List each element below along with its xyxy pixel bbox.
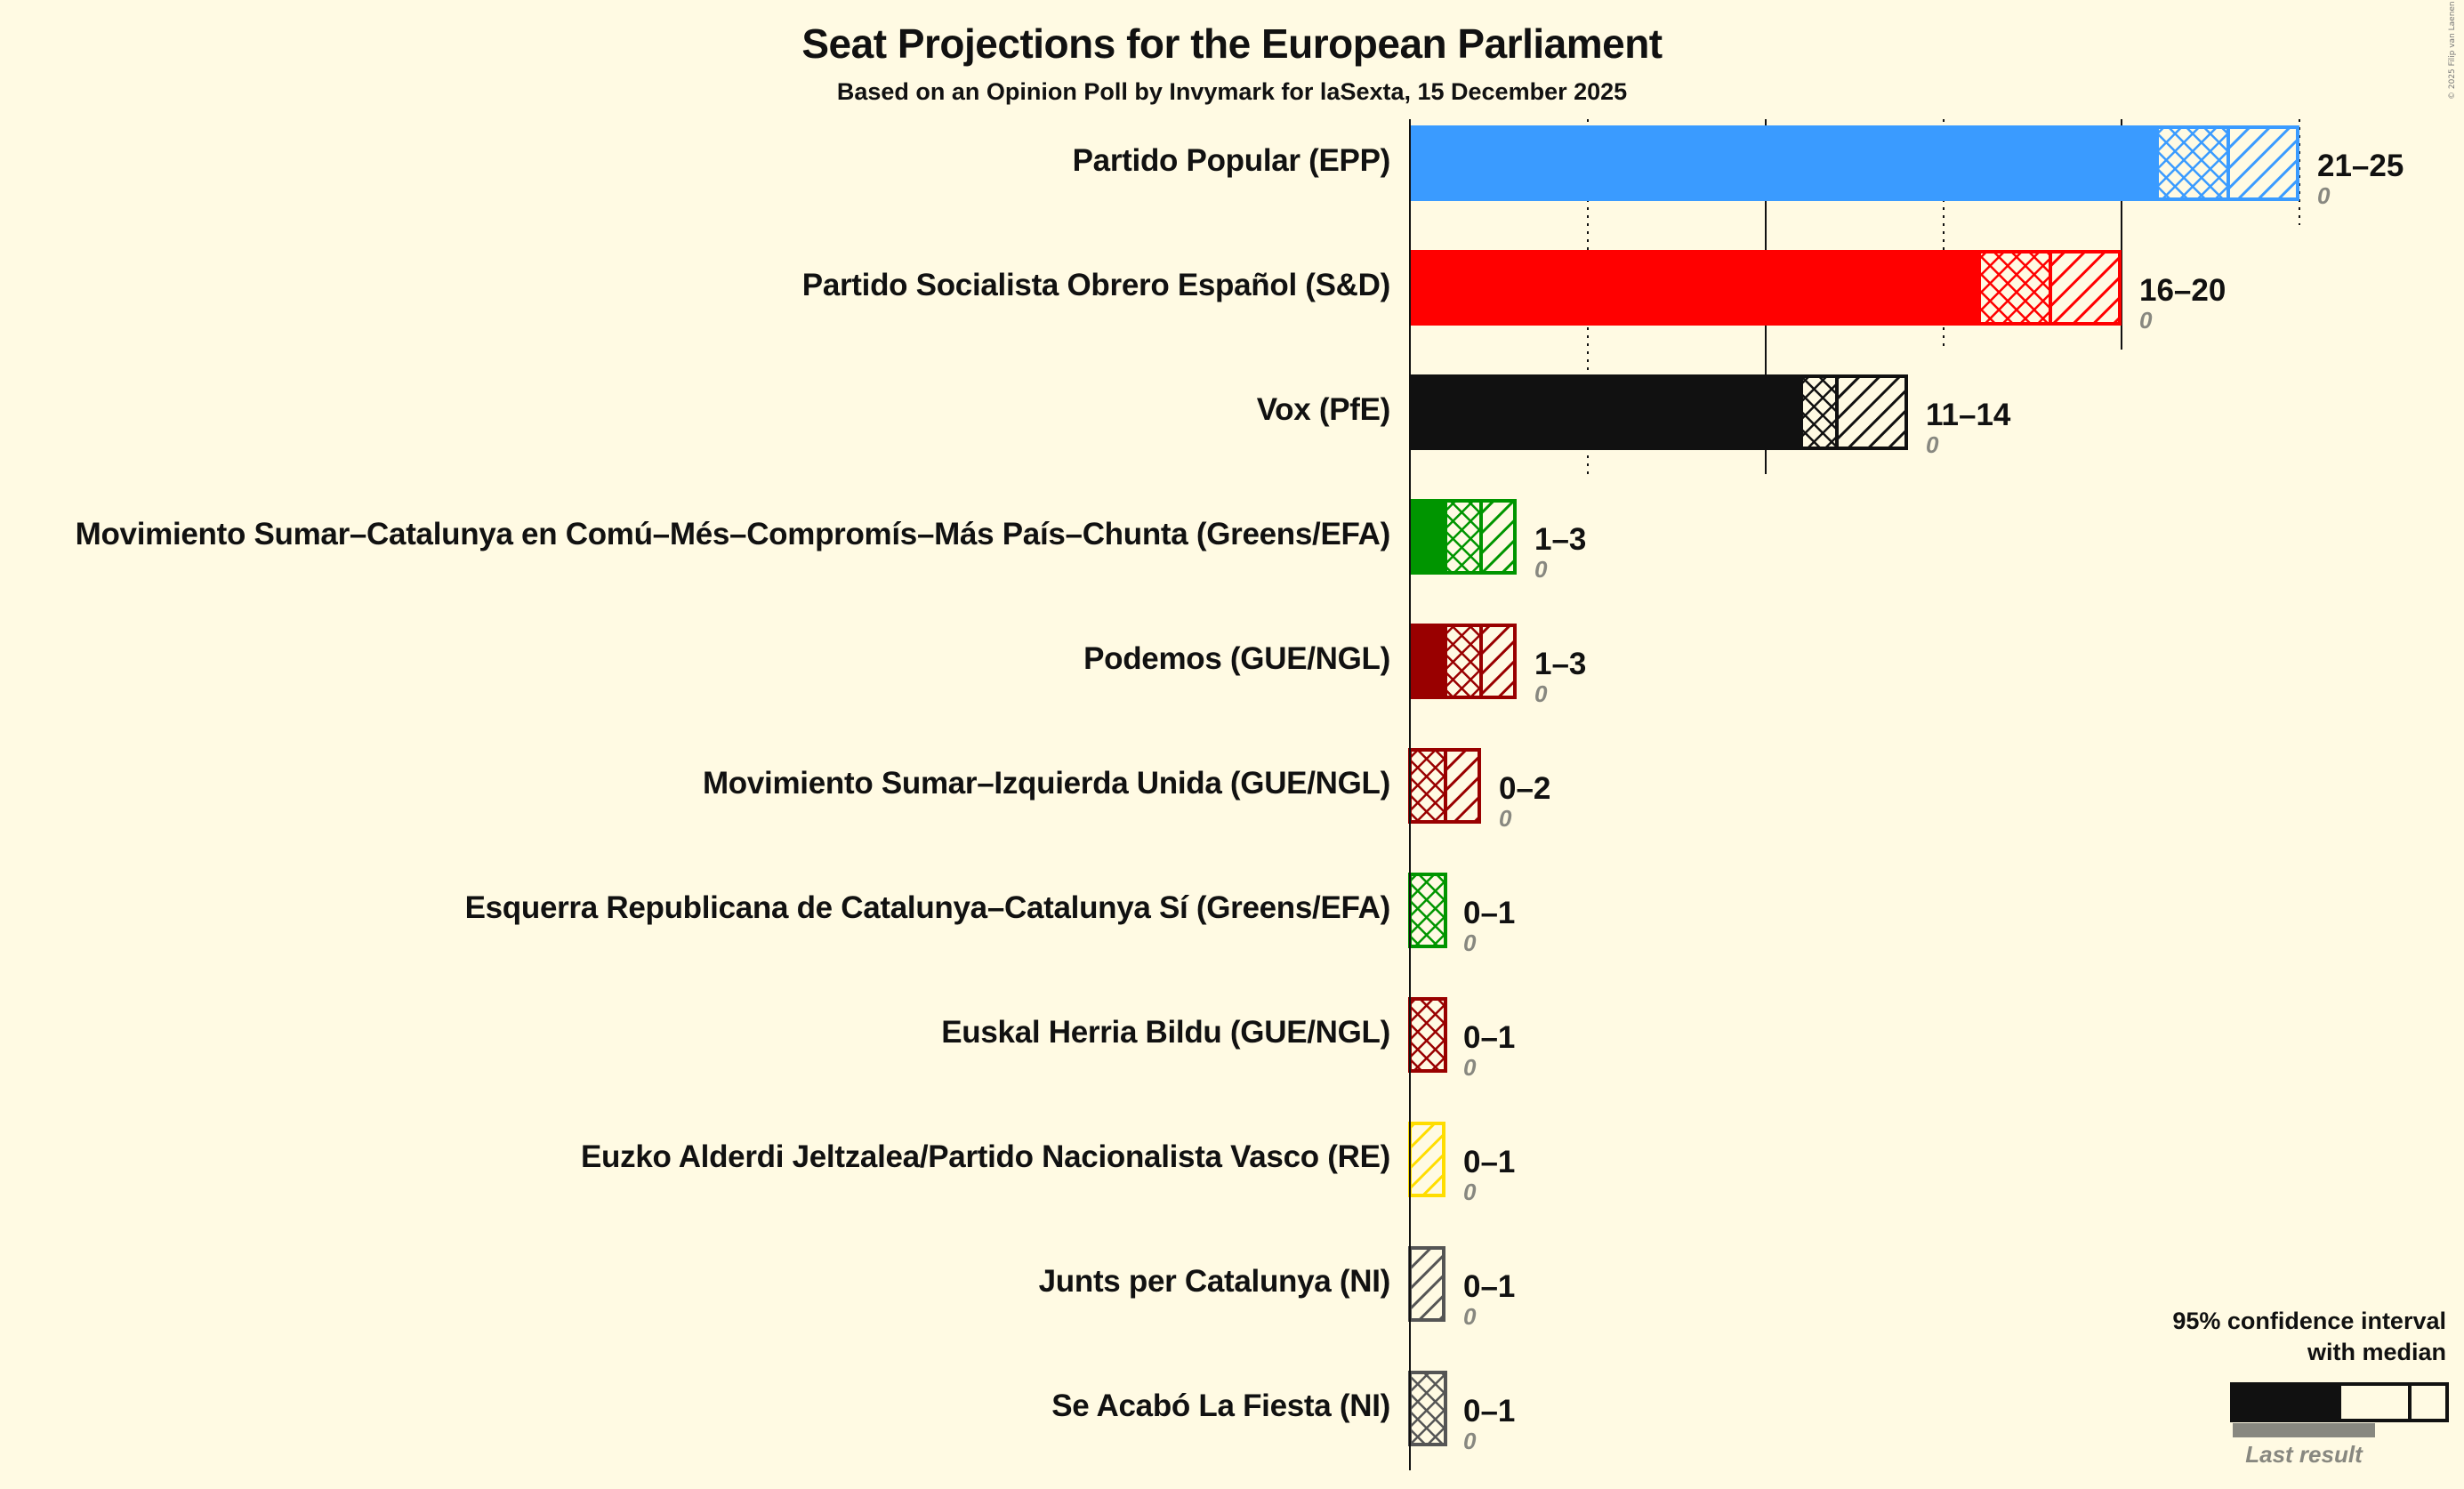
legend-title-line2: with median <box>2307 1339 2446 1365</box>
last-result-value: 0 <box>1463 1054 1477 1081</box>
bar-diagonal-segment <box>1408 1122 1445 1197</box>
bar-solid-segment <box>1410 624 1445 699</box>
seat-range-label: 0–1 <box>1463 896 1516 930</box>
party-bar <box>1408 997 1447 1073</box>
bar-diagonal-segment <box>1479 499 1517 575</box>
party-bar <box>1408 1246 1445 1322</box>
bar-solid-segment <box>1410 250 1979 326</box>
seat-range-label: 16–20 <box>2139 273 2226 308</box>
seat-range-label: 0–1 <box>1463 1394 1516 1429</box>
last-result-value: 0 <box>1463 1179 1477 1205</box>
party-bar <box>1410 624 1517 699</box>
party-label: Junts per Catalunya (NI) <box>1038 1264 1391 1299</box>
bar-crosshatch-segment <box>1444 499 1483 575</box>
bar-solid-segment <box>1410 499 1445 575</box>
party-bar <box>1408 873 1447 948</box>
party-label: Euzko Alderdi Jeltzalea/Partido Nacional… <box>581 1139 1390 1174</box>
bar-diagonal-segment <box>1479 624 1517 699</box>
last-result-value: 0 <box>1534 556 1548 583</box>
seat-range-label: 0–1 <box>1463 1020 1516 1055</box>
legend: 95% confidence interval with median <box>2172 1306 2446 1368</box>
party-bar <box>1408 748 1481 824</box>
party-label: Movimiento Sumar–Izquierda Unida (GUE/NG… <box>702 766 1390 801</box>
party-label: Movimiento Sumar–Catalunya en Comú–Més–C… <box>75 517 1391 551</box>
bar-diagonal-segment <box>1444 748 1481 824</box>
party-bar <box>1410 250 2122 326</box>
party-label: Vox (PfE) <box>1256 392 1391 427</box>
legend-title-line1: 95% confidence interval <box>2172 1308 2446 1334</box>
party-label: Euskal Herria Bildu (GUE/NGL) <box>941 1015 1390 1050</box>
last-result-value: 0 <box>1926 431 1939 458</box>
bars <box>1408 125 2299 1446</box>
party-label: Podemos (GUE/NGL) <box>1083 641 1390 676</box>
party-label: Esquerra Republicana de Catalunya–Catalu… <box>464 890 1391 925</box>
legend-last-result-label: Last result <box>2245 1441 2363 1468</box>
last-result-value: 0 <box>1463 1428 1477 1454</box>
last-result-value: 0 <box>1499 805 1512 832</box>
seat-range-label: 21–25 <box>2317 149 2404 183</box>
bar-crosshatch-segment <box>1800 374 1839 450</box>
last-result-value: 0 <box>2317 182 2331 209</box>
legend-solid <box>2230 1382 2339 1422</box>
seat-range-label: 1–3 <box>1534 647 1587 681</box>
party-label: Partido Popular (EPP) <box>1072 143 1391 178</box>
bar-crosshatch-segment <box>1444 624 1483 699</box>
legend-crosshatch <box>2338 1382 2412 1422</box>
legend-last-result-bar <box>2233 1423 2375 1437</box>
party-bar <box>1410 499 1517 575</box>
bar-crosshatch-segment <box>1408 997 1447 1073</box>
party-bar <box>1408 1371 1447 1446</box>
bar-diagonal-segment <box>2226 125 2299 201</box>
seat-range-label: 1–3 <box>1534 522 1587 557</box>
last-result-value: 0 <box>1463 1303 1477 1330</box>
bar-crosshatch-segment <box>1408 873 1447 948</box>
bar-diagonal-segment <box>1408 1246 1445 1322</box>
last-result-value: 0 <box>1463 930 1477 956</box>
legend-graphic <box>2230 1382 2449 1437</box>
bar-crosshatch-segment <box>2155 125 2230 201</box>
last-result-value: 0 <box>2139 307 2153 334</box>
chart-title: Seat Projections for the European Parlia… <box>801 20 1663 67</box>
bar-crosshatch-segment <box>1977 250 2052 326</box>
seat-range-label: 11–14 <box>1926 398 2011 432</box>
chart-subtitle: Based on an Opinion Poll by Invymark for… <box>836 78 1628 105</box>
party-bar <box>1410 125 2299 201</box>
bar-diagonal-segment <box>1835 374 1908 450</box>
bar-solid-segment <box>1410 125 2157 201</box>
seat-range-label: 0–1 <box>1463 1145 1516 1179</box>
seat-range-label: 0–1 <box>1463 1269 1516 1304</box>
seat-range-label: 0–2 <box>1499 771 1551 806</box>
last-result-value: 0 <box>1534 680 1548 707</box>
bar-diagonal-segment <box>2049 250 2122 326</box>
bar-solid-segment <box>1410 374 1801 450</box>
bar-crosshatch-segment <box>1408 748 1447 824</box>
party-bar <box>1408 1122 1445 1197</box>
party-label: Partido Socialista Obrero Español (S&D) <box>801 268 1391 302</box>
bar-crosshatch-segment <box>1408 1371 1447 1446</box>
party-label: Se Acabó La Fiesta (NI) <box>1051 1388 1390 1423</box>
legend-diagonal <box>2408 1382 2449 1422</box>
party-bar <box>1410 374 1908 450</box>
